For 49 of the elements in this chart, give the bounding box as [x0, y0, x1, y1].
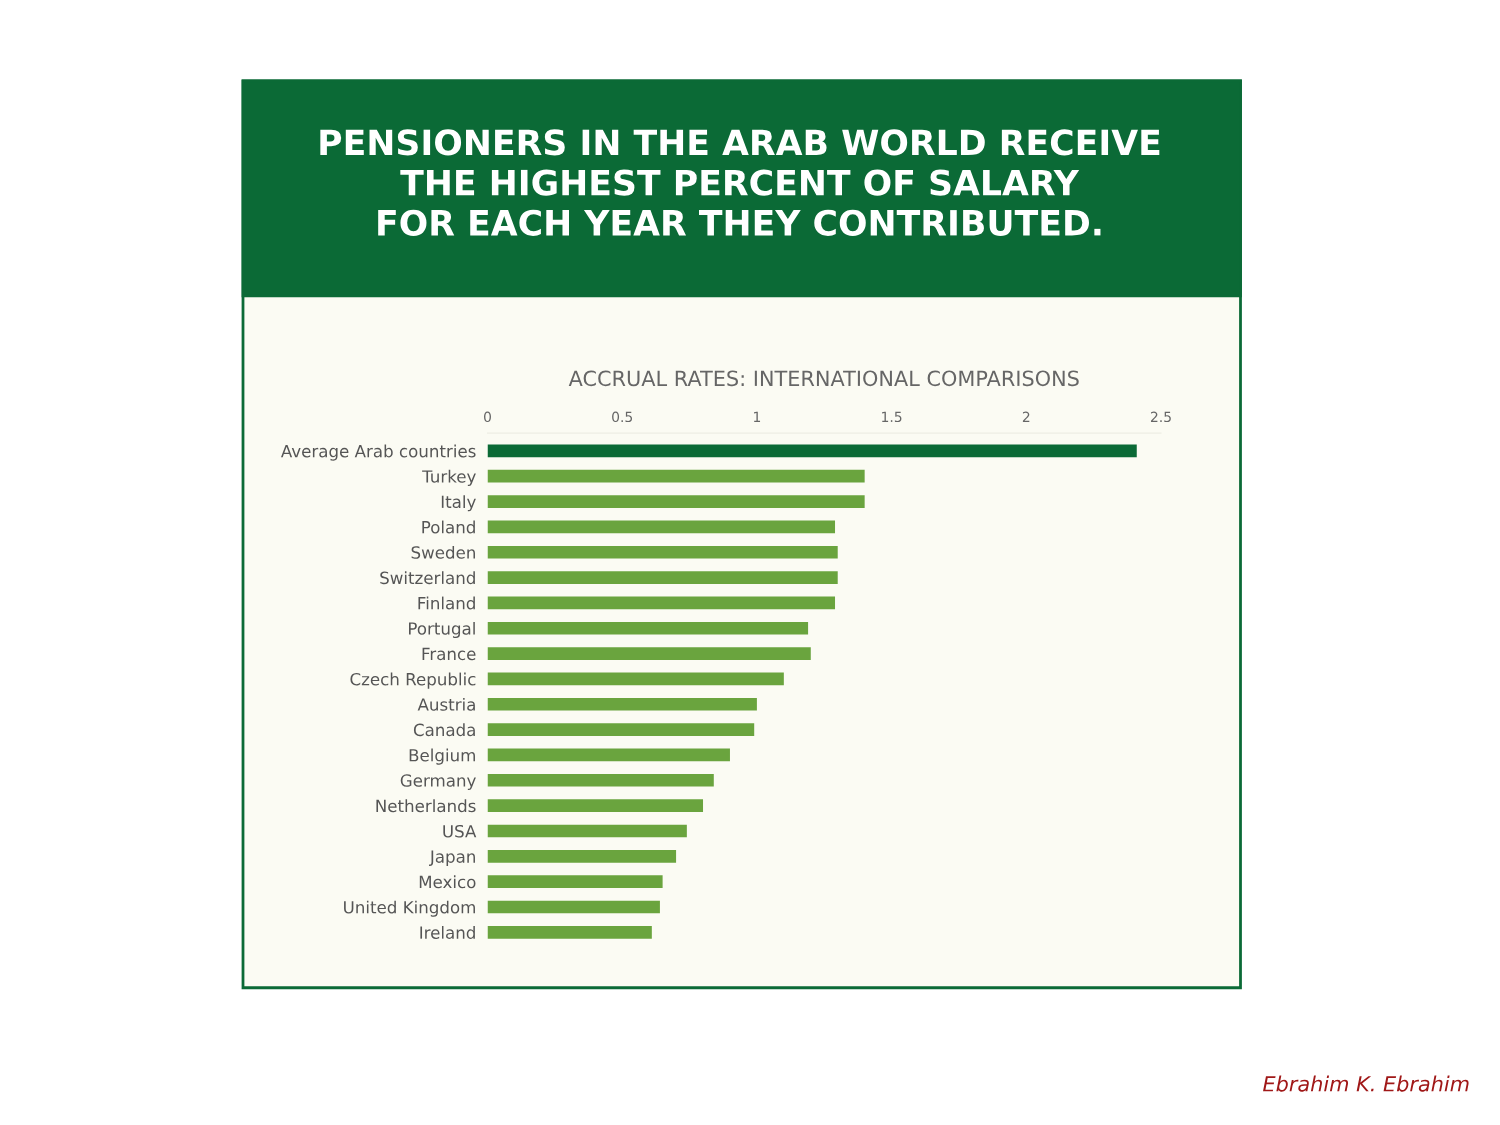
x-tick-label: 1.5: [882, 411, 902, 423]
bar: [487, 824, 687, 838]
chart-subtitle: ACCRUAL RATES: INTERNATIONAL COMPARISONS: [568, 370, 1079, 387]
y-tick-label: Finland: [418, 596, 475, 610]
y-tick-label: Average Arab countries: [281, 444, 476, 461]
bar: [487, 469, 865, 483]
y-tick-label: Portugal: [409, 621, 475, 639]
x-tick-label: 2: [1022, 411, 1030, 422]
bar: [487, 621, 809, 635]
y-tick-label: Austria: [417, 697, 475, 711]
y-tick-label: Belgium: [409, 748, 475, 765]
y-tick-label: France: [422, 647, 476, 661]
y-tick-label: Mexico: [419, 875, 476, 889]
bar: [487, 849, 677, 863]
x-tick-label: 0: [484, 411, 491, 423]
bar: [487, 444, 1137, 458]
bar: [487, 773, 714, 787]
x-tick-label: 1: [754, 411, 761, 422]
bar: [487, 672, 784, 686]
y-tick-label: Ireland: [420, 926, 475, 939]
y-tick-label: Turkey: [422, 469, 476, 486]
bar: [487, 875, 663, 888]
y-tick-label: Netherlands: [376, 799, 476, 813]
bar: [487, 723, 755, 736]
chart-title: PENSIONERS IN THE ARAB WORLD RECEIVE THE HIGHEST PERCENT OF SALARY FOR EACH YEAR THEY CONTRIBUTED.: [320, 129, 1160, 236]
y-tick-label: Canada: [413, 723, 475, 737]
bar: [487, 545, 838, 559]
y-tick-label: Germany: [400, 774, 476, 791]
y-tick-label: USA: [443, 824, 477, 838]
y-tick-label: Japan: [429, 850, 475, 867]
bar: [487, 748, 730, 762]
y-tick-label: Czech Republic: [350, 672, 476, 689]
bar: [487, 799, 704, 812]
bar: [487, 495, 865, 508]
bar: [487, 697, 757, 711]
x-tick-label: 0.5: [612, 411, 633, 423]
bar: [487, 925, 652, 939]
y-tick-label: Sweden: [411, 545, 475, 559]
y-tick-label: Switzerland: [380, 571, 475, 585]
bar: [487, 596, 836, 610]
x-tick-label: 2.5: [1150, 411, 1171, 423]
bar: [487, 900, 660, 914]
bar: [487, 520, 836, 534]
y-tick-label: Poland: [422, 520, 475, 534]
y-tick-label: United Kingdom: [344, 900, 475, 917]
y-tick-label: Italy: [441, 495, 476, 512]
bar: [487, 571, 838, 584]
bar: [487, 647, 811, 660]
text: Ebrahim K. Ebrahim: [1263, 1075, 1469, 1092]
